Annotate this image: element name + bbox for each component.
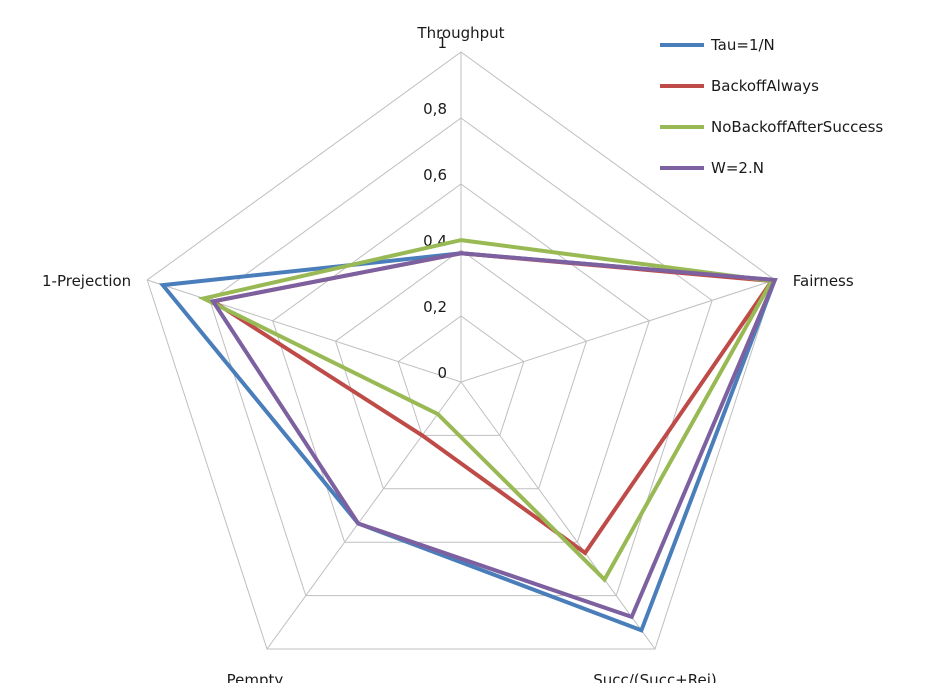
legend: Tau=1/N BackoffAlways NoBackoffAfterSucces… xyxy=(660,36,883,177)
axis-label-1-prejection: 1-Prejection xyxy=(42,272,131,290)
legend-label-backoffalways: BackoffAlways xyxy=(711,77,819,95)
tick-label: 0,2 xyxy=(423,298,447,316)
spoke-fairness xyxy=(460,279,775,383)
grid-ring-5 xyxy=(146,51,776,650)
axis-labels: Throughput Fairness Succ/(Succ+Rej) Pempty 1… xyxy=(42,24,854,688)
legend-label-nobackoffaftersuccess: NoBackoffAfterSuccess xyxy=(711,118,883,136)
tick-label: 0,8 xyxy=(423,100,447,118)
tick-label: 0 xyxy=(437,364,447,382)
legend-label-tau-1-n: Tau=1/N xyxy=(710,36,775,54)
axis-label-pempty: Pempty xyxy=(227,671,284,683)
legend-label-w-2-n: W=2.N xyxy=(711,159,764,177)
grid-ring-2 xyxy=(334,249,588,490)
tick-label: 0,6 xyxy=(423,166,447,184)
spoke-succ-succ-rej xyxy=(460,381,656,650)
series-w-2-n xyxy=(209,251,778,620)
series-nobackoffaftersuccess xyxy=(197,238,775,583)
spoke-1-prejection xyxy=(147,279,462,383)
tick-labels: 00,20,40,60,81 xyxy=(423,34,447,382)
axis-label-throughput: Throughput xyxy=(416,24,504,42)
tick-label: 1 xyxy=(437,34,447,52)
series-layer xyxy=(158,238,778,633)
spoke-pempty xyxy=(266,381,462,650)
axis-label-fairness: Fairness xyxy=(793,272,854,290)
grid-ring-3 xyxy=(272,183,650,543)
axis-label-succ-succ-rej: Succ/(Succ+Rej) xyxy=(593,671,717,683)
